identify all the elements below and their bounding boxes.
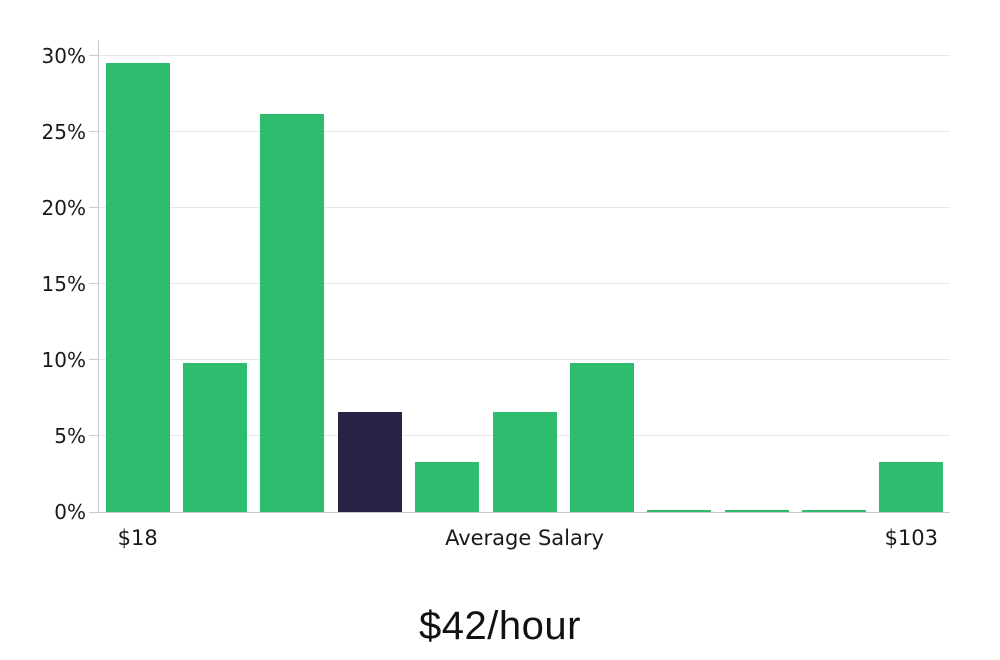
y-axis-tick-label: 30%: [41, 43, 86, 68]
histogram-bar[interactable]: [801, 510, 866, 512]
histogram-bar[interactable]: [647, 510, 712, 512]
y-axis-tick-label: 5%: [54, 423, 86, 448]
y-axis-tick-label: 0%: [54, 500, 86, 524]
x-axis-tick-label: Average Salary: [445, 526, 604, 550]
y-axis-tick-mark: [89, 359, 98, 361]
y-axis-tick-mark: [89, 55, 98, 57]
histogram-bar[interactable]: [879, 461, 944, 512]
x-axis-tick-label: $103: [884, 526, 939, 550]
histogram-bar[interactable]: [569, 362, 634, 512]
y-axis-tick-mark: [89, 511, 98, 513]
gridline-10pct: [99, 359, 950, 361]
histogram-bar[interactable]: [260, 113, 325, 512]
y-axis-tick-label: 25%: [41, 119, 86, 144]
histogram-bar[interactable]: [415, 461, 480, 512]
histogram-bar[interactable]: [724, 510, 789, 512]
gridline-30pct: [99, 55, 950, 57]
y-axis-tick-mark: [89, 283, 98, 285]
y-axis-tick-label: 15%: [41, 271, 86, 296]
gridline-20pct: [99, 207, 950, 209]
y-axis-tick-mark: [89, 207, 98, 209]
histogram-bar[interactable]: [105, 63, 170, 512]
y-axis-tick-label: 10%: [41, 347, 86, 372]
plot-area: 0% 5% 10% 15% 20% 25% 30% $18 Average Salary $103: [42, 40, 950, 549]
y-axis-tick-mark: [89, 435, 98, 437]
y-axis-tick-label: 20%: [41, 195, 86, 220]
histogram-bar[interactable]: [183, 362, 248, 512]
x-axis-tick-label: $18: [117, 526, 158, 550]
chart-title: $42/hour: [419, 604, 581, 648]
gridline-25pct: [99, 131, 950, 133]
histogram-bar-highlighted-average[interactable]: [337, 411, 402, 512]
histogram-bar[interactable]: [492, 411, 557, 512]
y-axis-tick-mark: [89, 131, 98, 133]
gridline-15pct: [99, 283, 950, 285]
